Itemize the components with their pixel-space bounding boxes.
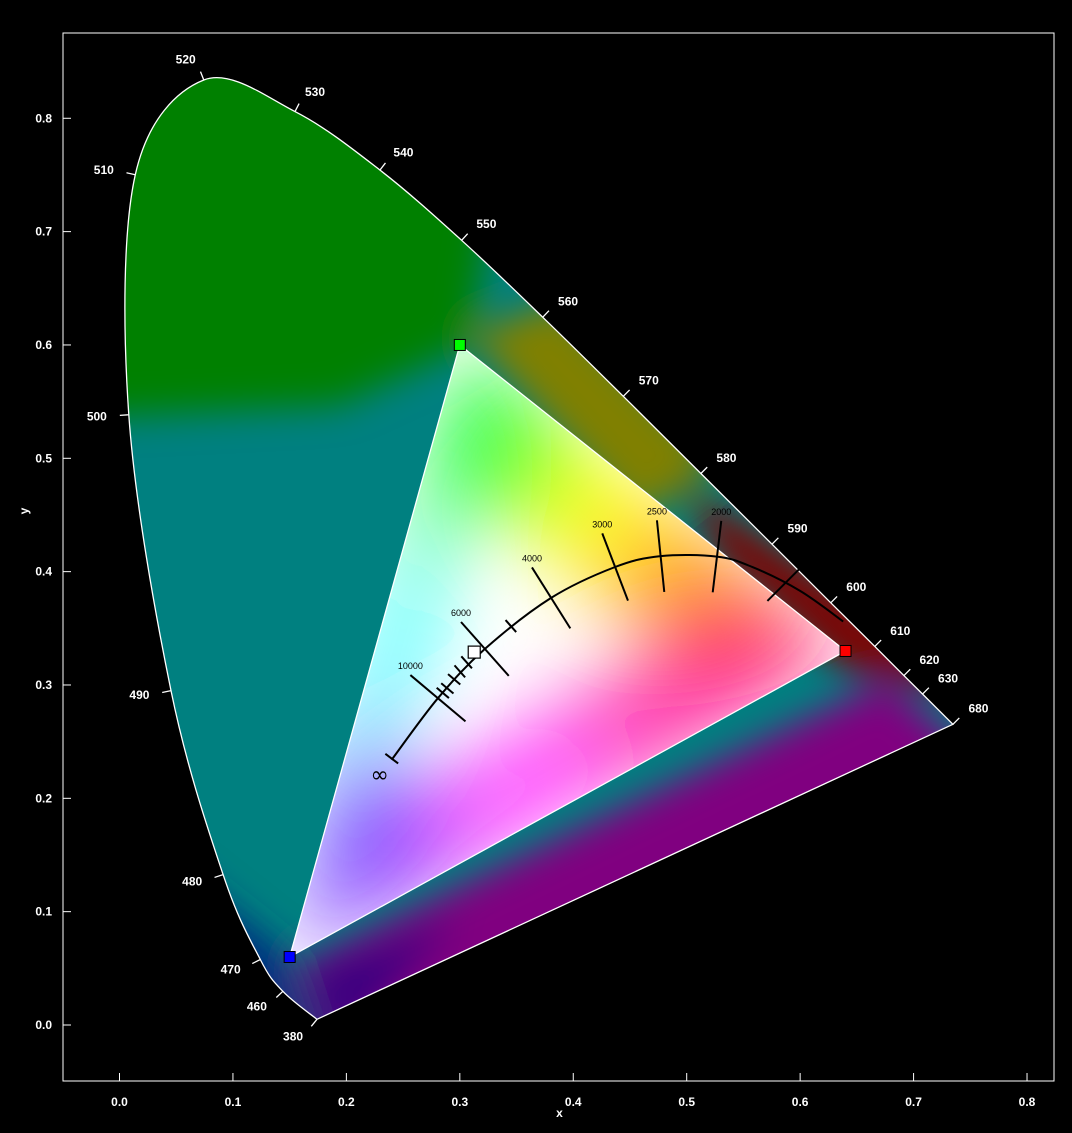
x-tick-label: 0.8 bbox=[1019, 1095, 1036, 1109]
wavelength-labels: 380 460 470 480 490 500 510 520 530 540 550 560 570 5… bbox=[87, 53, 989, 1044]
y-tick-label: 0.0 bbox=[35, 1018, 52, 1032]
x-tick-label: 0.0 bbox=[111, 1095, 128, 1109]
y-tick-label: 0.6 bbox=[35, 338, 52, 352]
wavelength-tick bbox=[251, 958, 261, 965]
wavelength-label: 610 bbox=[890, 624, 910, 638]
wavelength-tick bbox=[275, 990, 284, 999]
temperature-label: 3000 bbox=[592, 519, 612, 529]
isotemperature-line bbox=[711, 520, 723, 593]
wavelength-tick bbox=[461, 233, 469, 241]
isotemperature-line bbox=[460, 621, 510, 677]
planckian-locus: 2000 2500 3000 4000 6000 10000 ∞ bbox=[370, 506, 844, 788]
wavelength-label: 490 bbox=[129, 688, 149, 702]
wavelength-label: 590 bbox=[788, 522, 808, 536]
infinity-label: ∞ bbox=[370, 763, 388, 788]
isotemperature-minor-tick bbox=[504, 619, 517, 633]
wavelength-tick bbox=[294, 103, 300, 112]
wavelength-tick bbox=[622, 389, 631, 397]
x-tick-label: 0.1 bbox=[225, 1095, 242, 1109]
y-tick-label: 0.8 bbox=[35, 111, 52, 125]
wavelength-tick bbox=[214, 873, 224, 879]
y-tick-label: 0.4 bbox=[35, 565, 52, 579]
y-tick-label: 0.2 bbox=[35, 791, 52, 805]
isotemperature-line bbox=[766, 564, 805, 602]
wavelength-tick bbox=[771, 537, 779, 545]
x-tick-label: 0.7 bbox=[905, 1095, 922, 1109]
isotemperature-minor-tick bbox=[460, 655, 473, 669]
isotemperature-line bbox=[601, 533, 629, 601]
isotemperature-minor-tick bbox=[384, 753, 399, 765]
isotemperature-minor-tick bbox=[440, 682, 455, 695]
planckian-locus-curve bbox=[390, 554, 844, 761]
temperature-label: 2000 bbox=[711, 507, 731, 517]
y-axis-label: y bbox=[17, 507, 31, 514]
wavelength-tick bbox=[922, 687, 930, 695]
spectral-locus-outline bbox=[124, 77, 955, 1021]
wavelength-label: 470 bbox=[221, 963, 241, 977]
gamut-triangle-outline bbox=[288, 343, 847, 959]
isotemperature-line bbox=[531, 566, 572, 629]
wavelength-label: 540 bbox=[393, 146, 413, 160]
wavelength-tick bbox=[874, 639, 882, 647]
primary-red-marker bbox=[839, 644, 852, 657]
wavelength-label: 520 bbox=[176, 53, 196, 67]
axes: 0.0 0.1 0.2 0.3 0.4 0.5 0.6 0.7 0.8 0.0 0.1 0.2 0.3 0… bbox=[35, 111, 1035, 1109]
wavelength-label: 480 bbox=[182, 875, 202, 889]
wavelength-label: 570 bbox=[639, 374, 659, 388]
wavelength-tick bbox=[162, 690, 172, 694]
wavelength-tick bbox=[310, 1018, 318, 1027]
wavelength-label: 560 bbox=[558, 294, 578, 308]
wavelength-tick bbox=[952, 717, 960, 725]
isotemperature-line bbox=[409, 674, 467, 723]
wavelength-tick bbox=[199, 71, 205, 81]
wavelength-label: 530 bbox=[305, 85, 325, 99]
wavelength-label: 510 bbox=[94, 163, 114, 177]
temperature-label: 4000 bbox=[522, 553, 542, 563]
x-tick-label: 0.3 bbox=[451, 1095, 468, 1109]
y-tick-label: 0.1 bbox=[35, 905, 52, 919]
primary-blue-marker bbox=[283, 950, 296, 963]
wavelength-label: 460 bbox=[247, 999, 267, 1013]
wavelength-tick bbox=[903, 668, 911, 677]
y-tick-label: 0.3 bbox=[35, 678, 52, 692]
wavelength-tick bbox=[126, 172, 136, 176]
gamut-points bbox=[283, 338, 852, 963]
wavelength-label: 630 bbox=[938, 671, 958, 685]
temperature-label: 6000 bbox=[451, 608, 471, 618]
x-tick-label: 0.6 bbox=[792, 1095, 809, 1109]
wavelength-label: 550 bbox=[476, 217, 496, 231]
plot-frame bbox=[62, 32, 1055, 1082]
y-tick-label: 0.7 bbox=[35, 225, 52, 239]
x-tick-label: 0.4 bbox=[565, 1095, 582, 1109]
wavelength-label: 600 bbox=[846, 580, 866, 594]
wavelength-label: 680 bbox=[968, 702, 988, 716]
wavelength-label: 580 bbox=[716, 451, 736, 465]
wavelength-label: 620 bbox=[919, 653, 939, 667]
temperature-label: 2500 bbox=[647, 506, 667, 516]
wavelength-tick bbox=[542, 310, 550, 318]
isotemperature-minor-tick bbox=[447, 673, 461, 686]
wavelength-tick bbox=[700, 466, 708, 474]
isotemperature-line bbox=[655, 520, 666, 593]
x-axis-label: x bbox=[556, 1106, 563, 1120]
wavelength-tick bbox=[119, 414, 129, 417]
primary-green-marker bbox=[453, 338, 466, 351]
wavelength-tick bbox=[379, 162, 386, 171]
wavelength-label: 500 bbox=[87, 409, 107, 423]
x-tick-label: 0.5 bbox=[678, 1095, 695, 1109]
wavelength-tick bbox=[830, 595, 838, 604]
isotemperature-minor-tick bbox=[436, 686, 450, 699]
y-tick-label: 0.5 bbox=[35, 451, 52, 465]
isotemperature-minor-tick bbox=[453, 664, 466, 679]
x-tick-label: 0.2 bbox=[338, 1095, 355, 1109]
white-point-marker bbox=[467, 645, 481, 659]
wavelength-label: 380 bbox=[283, 1029, 303, 1043]
temperature-label: 10000 bbox=[398, 661, 423, 671]
